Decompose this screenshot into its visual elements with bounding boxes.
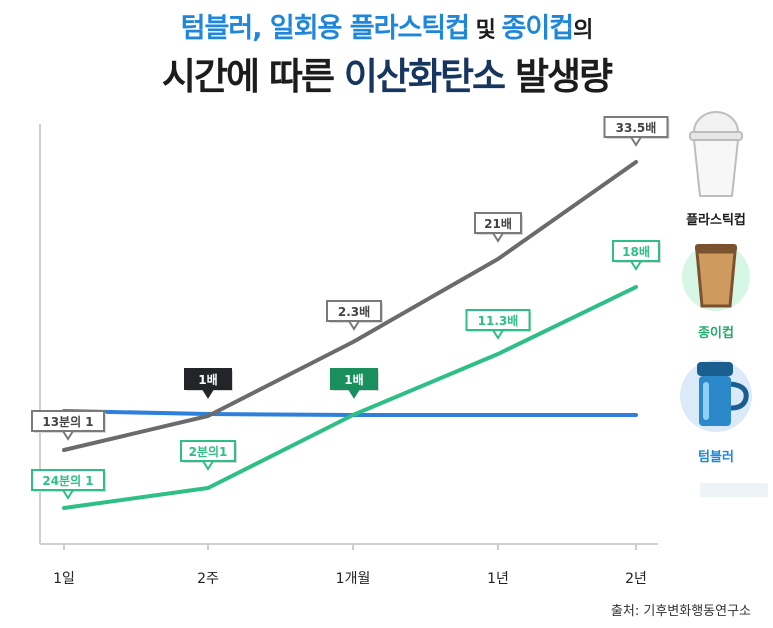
x-tick-label: 1개월 [336,571,371,587]
data-label: 18배 [612,240,661,271]
title-segment: 및 [468,18,502,43]
x-tick-label: 1일 [53,571,75,587]
watermark-badge [700,483,768,497]
data-label-text: 2분의1 [189,444,228,459]
data-label-text: 33.5배 [616,120,657,135]
paper-cup-icon [682,243,750,311]
data-label-text: 2.3배 [338,304,370,319]
source-note: 출처: 기후변화행동연구소 [610,604,751,619]
data-label: 33.5배 [603,116,670,147]
tumbler-icon [680,360,752,432]
data-label-text: 21배 [484,216,512,231]
legend-label-tumbler: 텀블러 [698,450,734,465]
data-label-pointer [347,388,361,399]
data-label-pointer [629,136,643,147]
title-segment: 텀블러, 일회용 플라스틱컵 [180,13,470,44]
data-label: 21배 [474,212,523,243]
data-label-text: 18배 [622,244,650,259]
title-segment: 시간에 따른 [161,55,344,98]
x-tick-label: 1년 [487,571,509,587]
title-line-1: 텀블러, 일회용 플라스틱컵 및 종이컵의 [0,6,773,45]
data-label-text: 24분의 1 [42,473,93,488]
x-tick-label: 2주 [197,571,219,587]
data-label-text: 1배 [198,372,217,387]
title-segment: 이산화탄소 [343,55,506,98]
data-label: 11.3배 [465,309,532,340]
data-label: 2분의1 [180,440,237,471]
data-label-pointer [491,329,505,340]
data-label-pointer [61,489,75,500]
data-label: 2.3배 [326,300,383,331]
data-label-pointer [201,460,215,471]
title-segment: 종이컵 [501,13,575,44]
data-label-text: 11.3배 [478,313,519,328]
title-line-2: 시간에 따른 이산화탄소 발생량 [0,46,773,100]
series-line [62,160,638,452]
series-line [62,285,638,510]
data-label: 1배 [330,368,379,399]
data-label: 13분의 1 [31,410,106,441]
x-tick-label: 2년 [625,571,647,587]
legend-label-paper: 종이컵 [698,326,734,341]
data-label-text: 13분의 1 [42,414,93,429]
data-label-pointer [629,260,643,271]
data-label-pointer [61,430,75,441]
data-label: 24분의 1 [31,469,106,500]
data-label-pointer [347,320,361,331]
plastic-cup-icon [689,111,743,197]
legend-label-plastic: 플라스틱컵 [686,213,746,228]
data-label-pointer [491,232,505,243]
data-label-text: 1배 [344,372,363,387]
data-label-pointer [201,388,215,399]
title-segment: 발생량 [504,55,613,98]
title-segment: 의 [573,18,593,43]
data-label: 1배 [184,368,233,399]
